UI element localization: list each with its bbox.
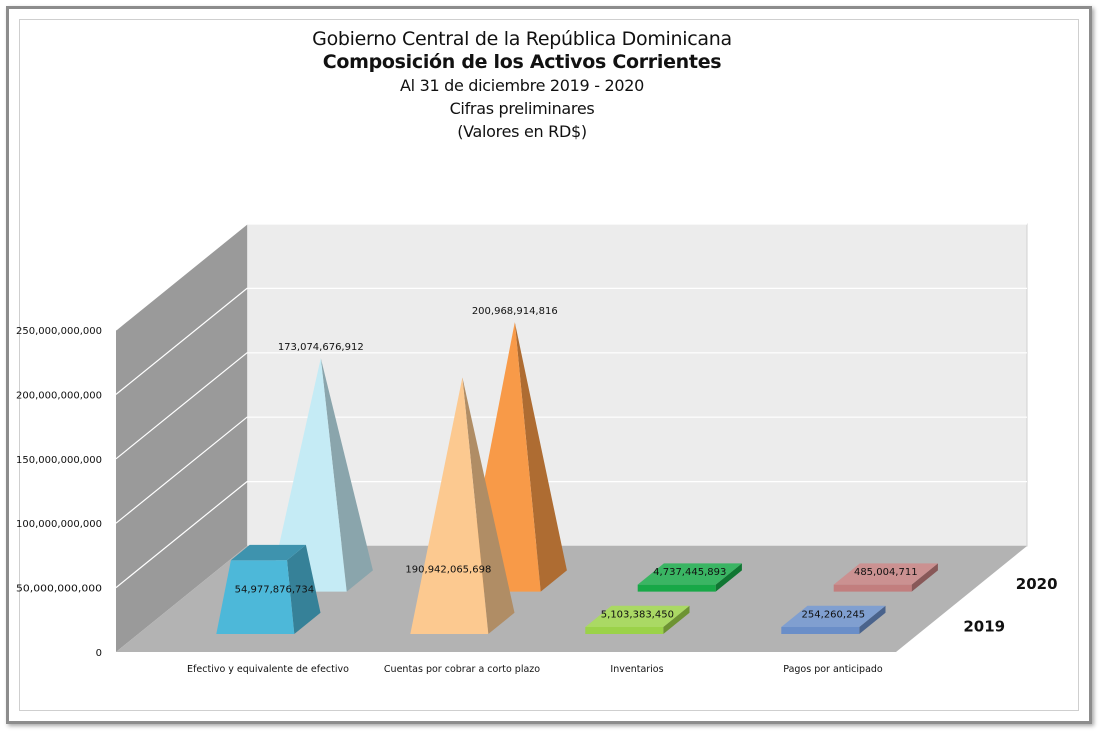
x-category-label: Pagos por anticipado <box>783 664 883 675</box>
pyramid-side-face <box>320 358 373 592</box>
chart-titles: Gobierno Central de la República Dominic… <box>0 28 1044 143</box>
slab-top-face <box>833 563 938 585</box>
bar-2019-0 <box>216 544 321 634</box>
chart-units-line: (Valores en RD$) <box>457 122 587 141</box>
chart-title: Gobierno Central de la República Dominic… <box>312 28 732 50</box>
pyramid-side-face <box>514 322 567 592</box>
gridline <box>115 223 1027 331</box>
side-wall <box>116 224 247 652</box>
chart-date-line: Al 31 de diciembre 2019 - 2020 <box>400 76 644 95</box>
series-label-2020: 2020 <box>1016 575 1058 593</box>
slab-front-face <box>781 627 860 634</box>
slab-front-face <box>637 584 716 592</box>
frustum-side-face <box>287 544 321 634</box>
data-label: 485,004,711 <box>854 567 918 578</box>
y-tick-label: 100,000,000,000 <box>16 519 102 530</box>
data-label: 200,968,914,816 <box>472 306 558 317</box>
bar-2019-1 <box>410 377 515 634</box>
gridline <box>115 416 1027 524</box>
pyramid-side-face <box>462 377 515 634</box>
x-category-label: Efectivo y equivalente de efectivo <box>187 664 349 675</box>
y-tick-label: 50,000,000,000 <box>16 584 102 595</box>
y-tick-label: 0 <box>96 648 102 659</box>
chart-preliminary-line: Cifras preliminares <box>449 99 595 118</box>
data-label: 254,260,245 <box>802 609 866 620</box>
pyramid-front-face <box>268 358 347 592</box>
data-label: 4,737,445,893 <box>653 567 726 578</box>
bar-2020-2 <box>637 563 742 592</box>
slab-side-face <box>911 563 938 592</box>
slab-top-face <box>585 605 690 627</box>
chart-area <box>19 19 1079 711</box>
slab-front-face <box>585 627 664 634</box>
series-label-2019: 2019 <box>963 617 1005 635</box>
y-tick-label: 250,000,000,000 <box>16 326 102 337</box>
y-tick-label: 200,000,000,000 <box>16 390 102 401</box>
slab-side-face <box>859 605 886 634</box>
frustum-top-face <box>230 544 306 561</box>
back-wall <box>246 223 1028 547</box>
gridline <box>115 352 1027 460</box>
data-label: 190,942,065,698 <box>405 564 491 575</box>
slab-front-face <box>833 584 912 592</box>
slab-top-face <box>637 563 742 585</box>
bar-2019-2 <box>585 605 690 634</box>
bar-2019-3 <box>781 605 886 634</box>
slab-side-face <box>663 605 690 634</box>
slab-side-face <box>715 563 742 592</box>
x-category-label: Inventarios <box>610 664 663 675</box>
gridline <box>115 287 1027 395</box>
slab-top-face <box>781 605 886 627</box>
frustum-front-face <box>216 560 295 634</box>
chart-subtitle: Composición de los Activos Corrientes <box>322 51 722 73</box>
y-tick-label: 150,000,000,000 <box>16 455 102 466</box>
data-label: 5,103,383,450 <box>601 609 674 620</box>
data-label: 54,977,876,734 <box>235 585 315 596</box>
bar-2020-3 <box>833 563 938 592</box>
gridline <box>115 481 1027 589</box>
data-label: 173,074,676,912 <box>278 342 364 353</box>
x-category-label: Cuentas por cobrar a corto plazo <box>384 664 540 675</box>
bar-2020-0 <box>268 358 373 592</box>
pyramid-front-face <box>410 377 489 634</box>
